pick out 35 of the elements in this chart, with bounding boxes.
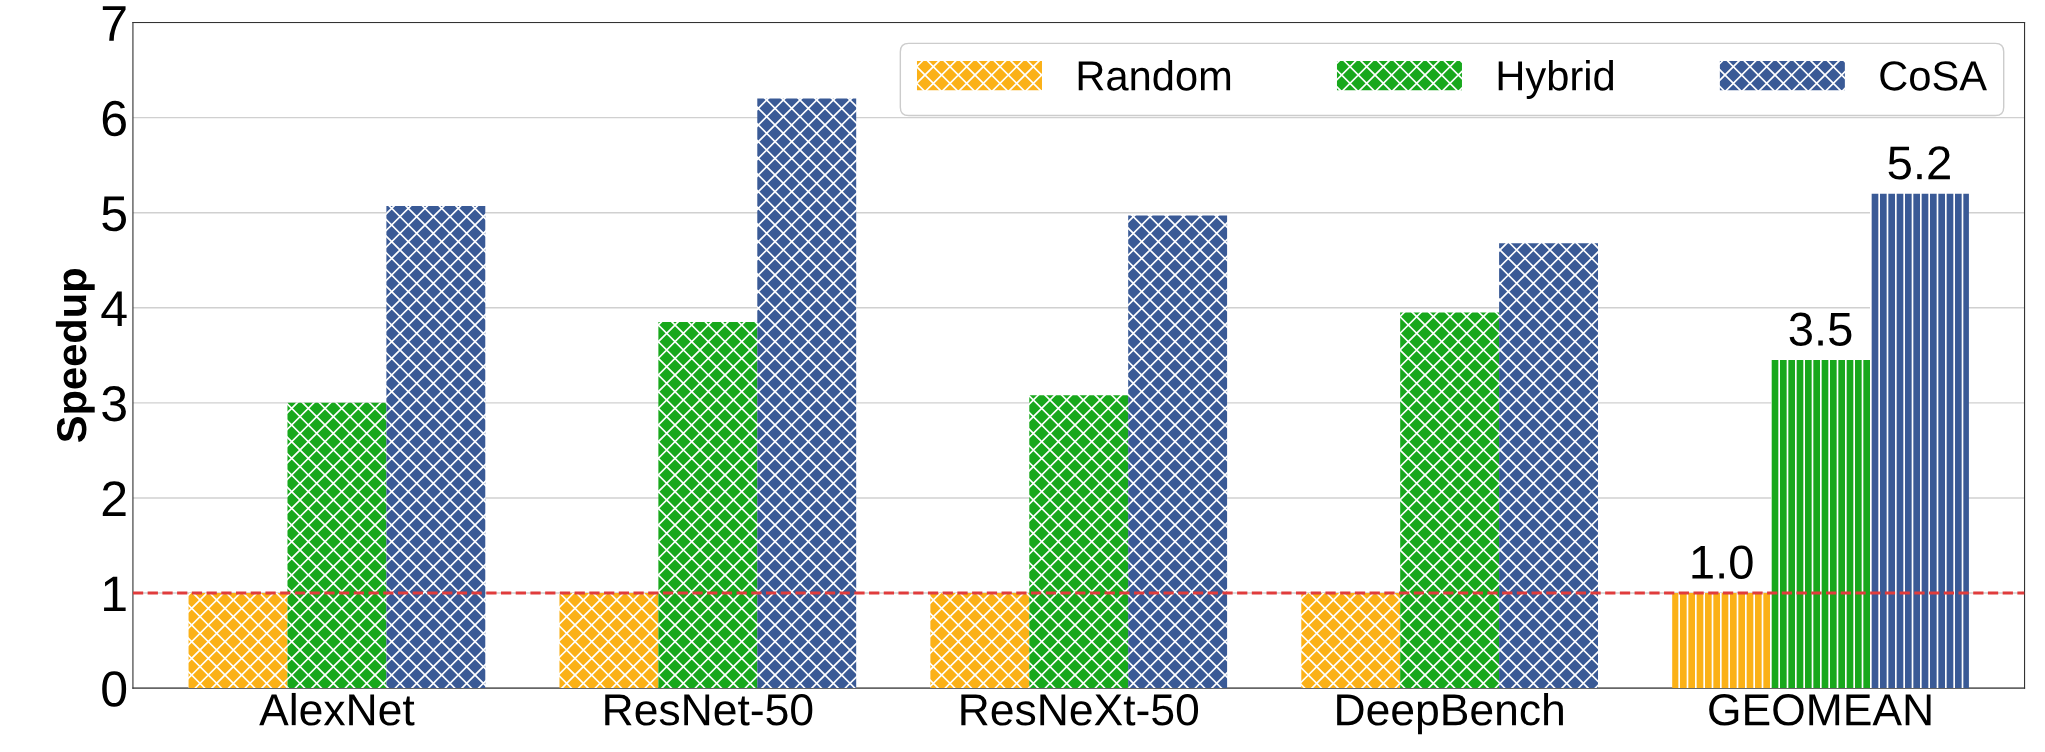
x-tick-label: AlexNet (259, 692, 415, 726)
bar (1870, 193, 1969, 689)
bar (1400, 312, 1500, 689)
bar (287, 402, 387, 689)
data-label: 3.5 (1789, 312, 1852, 346)
y-tick-label: 7 (102, 6, 126, 41)
legend-label: Hybrid (1498, 60, 1614, 99)
legend-label: Random (1078, 60, 1231, 91)
bar (1499, 243, 1599, 689)
bar (930, 593, 1030, 689)
bar (1029, 395, 1129, 689)
bar (658, 322, 758, 689)
bar (1301, 593, 1401, 689)
bar (1672, 593, 1772, 689)
data-label: 5.2 (1888, 146, 1950, 180)
y-tick-label: 5 (102, 196, 126, 232)
y-axis-title: Speedup (55, 269, 95, 443)
bar (1771, 360, 1871, 689)
legend-label: CoSA (1880, 61, 1987, 91)
bar (1128, 215, 1228, 689)
bar (386, 206, 486, 689)
y-tick-label: 1 (104, 576, 126, 612)
y-tick-label: 4 (101, 291, 127, 326)
x-tick-label: ResNeXt-50 (961, 694, 1199, 726)
bar (757, 98, 857, 689)
x-tick-label: ResNet-50 (605, 694, 813, 726)
x-tick-label: DeepBench (1337, 692, 1563, 735)
bar (559, 593, 659, 689)
bar (188, 593, 288, 689)
y-tick-label: 3 (102, 386, 126, 422)
data-label: 1.0 (1692, 545, 1753, 579)
y-tick-label: 2 (102, 481, 126, 517)
y-tick-label: 6 (102, 100, 126, 137)
y-tick-label: 0 (102, 671, 127, 707)
x-tick-label: GEOMEAN (1709, 694, 1931, 726)
